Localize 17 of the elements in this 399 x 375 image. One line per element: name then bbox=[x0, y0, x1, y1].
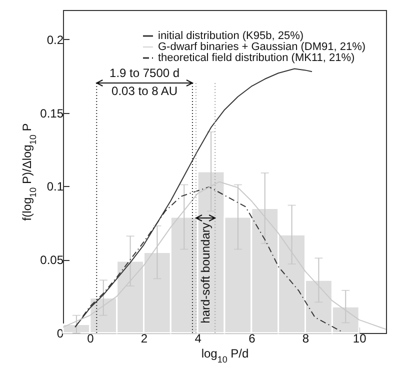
legend-label: initial distribution (K95b, 25%) bbox=[158, 30, 304, 42]
y-tick-label: 0.15 bbox=[40, 106, 64, 120]
y-tick-label: 0.2 bbox=[46, 32, 64, 47]
x-axis-title: log$_{10}$ P/d bbox=[201, 346, 249, 364]
annotation: 1.9 to 7500 d bbox=[110, 66, 180, 80]
legend-label: theoretical field distribution (MK11, 21%) bbox=[158, 52, 355, 64]
y-tick-label: 0.05 bbox=[40, 253, 64, 268]
x-tick-label: 10 bbox=[352, 332, 367, 346]
x-tick-label: 2 bbox=[140, 332, 148, 346]
legend-label: G-dwarf binaries + Gaussian (DM91, 21%) bbox=[158, 41, 366, 53]
x-tick-label: 8 bbox=[302, 332, 310, 346]
annotation: 0.03 to 8 AU bbox=[112, 84, 178, 98]
y-tick-label: 0.1 bbox=[46, 180, 64, 194]
x-tick-label: 0 bbox=[87, 332, 94, 346]
x-tick-label: 6 bbox=[248, 332, 256, 346]
annotation: hard-soft boundary bbox=[198, 222, 213, 324]
x-tick-label: 4 bbox=[194, 332, 202, 346]
